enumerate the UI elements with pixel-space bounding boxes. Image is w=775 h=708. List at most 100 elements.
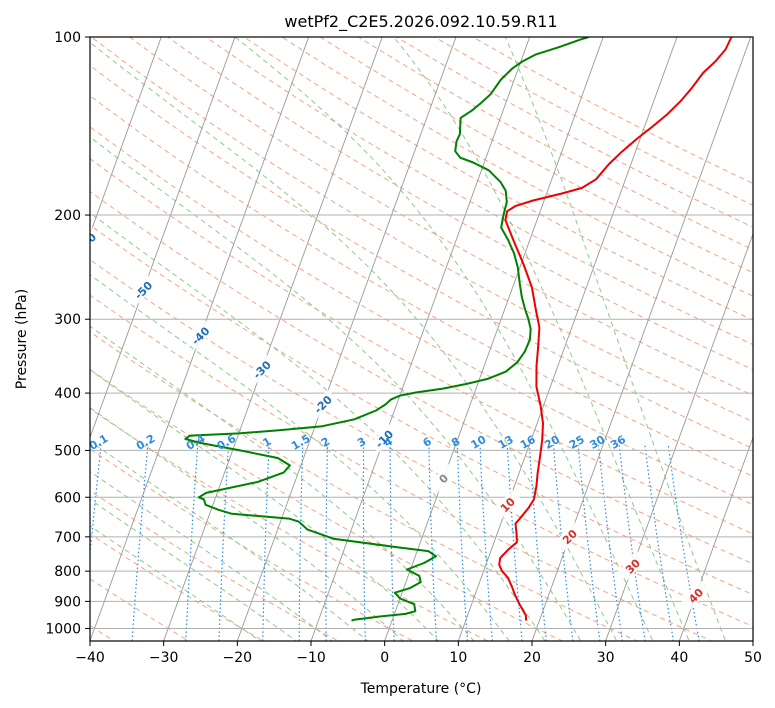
isotherm-line [457,37,678,641]
mixing-ratio-label: 30 [587,433,607,452]
dry-adiabat-line [90,294,713,641]
moist-adiabats [90,37,727,641]
dry-adiabat-line [90,578,190,641]
dry-adiabat-line [90,64,753,450]
x-tick-label: −10 [296,650,326,666]
isotherm-label: -50 [128,275,158,305]
isotherm-label: 10 [492,489,522,519]
isotherm-label: 30 [617,551,647,581]
dry-adiabat-line [90,190,753,565]
mixing-ratio-line [598,445,624,641]
dewpoint-line [184,37,589,622]
x-tick-label: −30 [149,650,179,666]
dry-adiabat-line [90,95,753,477]
mixing-ratio-label: 1 [260,435,273,450]
mixing-ratio-line [0,445,3,653]
mixing-ratio-line [325,445,329,641]
isotherm-line [90,37,236,439]
dry-adiabat-line [433,37,753,206]
x-axis: −40 −30 −20 −10 0 10 20 30 40 50 [75,641,762,666]
moist-adiabat-line [90,407,404,641]
x-tick-label: −20 [223,650,253,666]
mixing-ratio-line [90,445,102,560]
moist-adiabat-line [90,440,369,641]
y-tick-label: 800 [54,564,81,580]
isotherm-label: -30 [247,354,277,384]
y-tick-label: 1000 [45,621,81,637]
x-tick-label: 0 [380,650,389,666]
plot-frame [89,36,754,642]
y-tick-label: 100 [54,30,81,46]
moist-adiabat-line [90,498,298,641]
dry-adiabats [90,37,753,641]
mixing-ratio-label: 16 [518,433,538,452]
mixing-ratio-line [19,445,44,653]
dry-adiabat-line [90,158,753,535]
dry-adiabat-line [90,448,414,641]
dry-adiabat-line [90,258,753,628]
dry-adiabat-line [243,37,753,321]
dry-adiabat-line [90,126,753,506]
mixing-ratio-label: 25 [567,433,587,452]
x-axis-label: Temperature (°C) [360,681,482,697]
isotherm-label: -40 [185,320,215,350]
mixing-ratio-line [644,445,675,641]
temperature-line [498,37,733,621]
sounding-series [184,37,733,622]
isotherm-label: 0 [428,463,458,493]
moist-adiabat-line [90,136,582,641]
y-tick-label: 500 [54,443,81,459]
mixing-ratio-label: 10 [469,433,489,452]
mixing-ratio-line [262,445,270,641]
isotherm-line [163,37,383,641]
y-tick-label: 900 [54,594,81,610]
y-axis-label: Pressure (hPa) [14,289,30,389]
isotherm-label: -60 [76,227,102,257]
y-tick-label: 300 [54,312,81,328]
dry-adiabat-line [357,37,753,251]
isotherm-line [236,37,457,641]
isotherms [90,37,753,641]
isotherm-label: -70 [16,180,45,209]
dry-adiabat-line [90,490,340,641]
isotherm-line [310,37,531,641]
moist-adiabat-line [90,274,510,641]
y-tick-label: 600 [54,490,81,506]
mixing-ratio-line [618,445,646,641]
dry-adiabat-line [90,533,265,641]
mixing-ratio-line [362,445,366,641]
mixing-ratio-line [456,445,469,641]
moist-adiabat-line [90,41,618,641]
x-tick-label: −40 [75,650,105,666]
dry-adiabat-line [90,37,753,423]
isotherm-line [678,436,753,641]
x-tick-label: 30 [597,650,615,666]
dry-adiabat-line [204,37,753,346]
mixing-ratio-line [667,445,700,641]
dry-adiabat-line [90,407,489,641]
chart-title: wetPf2_C2E5.2026.092.10.59.R11 [284,12,557,32]
moist-adiabat-line [90,325,475,641]
y-tick-label: 700 [54,530,81,546]
mixing-ratio-label: 3 [355,435,368,450]
mixing-ratio-label: 2 [319,435,332,450]
x-tick-label: 20 [523,650,541,666]
dry-adiabat-line [281,37,753,297]
svg-text:-60: -60 [76,230,99,253]
moist-adiabat-line [393,37,690,641]
y-tick-label: 200 [54,208,81,224]
moist-adiabat-line [504,37,727,641]
mixing-ratio-label: 36 [608,433,628,452]
y-axis: 100 200 300 400 500 600 700 800 900 1000 [45,30,90,637]
x-tick-label: 10 [449,650,467,666]
mixing-ratio-labels: 0.1 0.2 0.4 0.6 1 1.5 2 3 4 6 8 10 13 16 20 25 30 36 [90,432,628,453]
mixing-ratio-label: 8 [449,435,462,450]
x-tick-label: 50 [744,650,762,666]
mixing-ratio-label: 6 [421,435,434,450]
moist-adiabat-line [90,470,333,641]
moist-adiabat-line [90,525,262,641]
isotherm-line [531,37,752,641]
dry-adiabat-line [90,331,639,641]
